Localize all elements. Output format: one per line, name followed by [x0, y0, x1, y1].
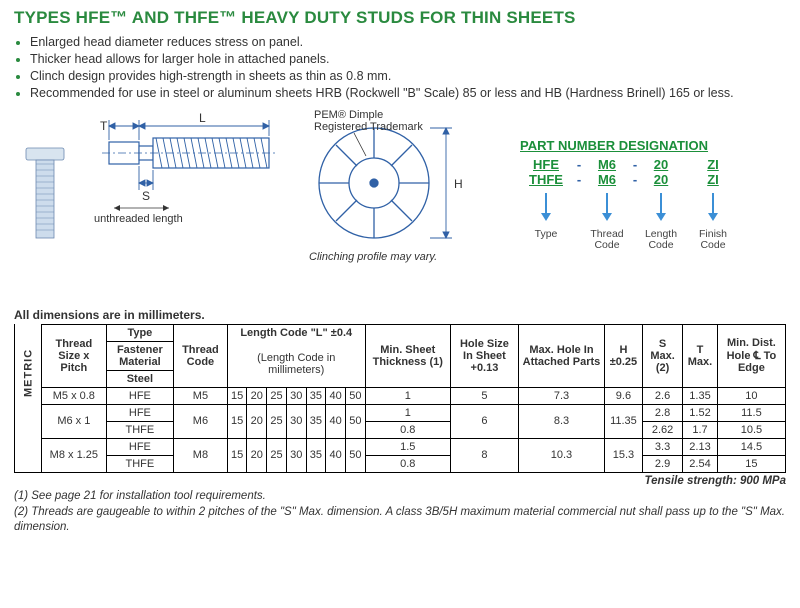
svg-text:Clinching profile may vary.: Clinching profile may vary. [309, 251, 437, 263]
table-row: M5 x 0.8HFEM5 15202530354050 157.39.62.6… [15, 387, 786, 404]
svg-text:T: T [100, 119, 108, 133]
svg-text:S: S [142, 189, 150, 203]
bullet: Thicker head allows for larger hole in a… [30, 51, 786, 68]
pnd-row-2: THFE- M6- 20 ZI [520, 172, 786, 187]
table-row: THFE 0.82.621.710.5 [15, 421, 786, 438]
spec-table: METRIC Thread Size x Pitch Type Thread C… [14, 324, 786, 473]
svg-text:Registered Trademark: Registered Trademark [314, 121, 423, 133]
technical-diagram: T L S unthreaded length [14, 108, 504, 298]
table-row: M8 x 1.25HFEM8 15202530354050 1.5810.315… [15, 438, 786, 455]
svg-text:PEM® Dimple: PEM® Dimple [314, 109, 383, 121]
pnd-row-1: HFE- M6- 20 ZI [520, 157, 786, 172]
svg-text:L: L [199, 111, 206, 125]
metric-label: METRIC [15, 324, 42, 421]
footnote-1: (1) See page 21 for installation tool re… [14, 489, 786, 504]
svg-text:H: H [454, 177, 463, 191]
bullet: Enlarged head diameter reduces stress on… [30, 34, 786, 51]
bullet: Recommended for use in steel or aluminum… [30, 85, 786, 102]
tensile-strength: Tensile strength: 900 MPa [14, 475, 786, 487]
svg-text:unthreaded length: unthreaded length [94, 213, 183, 225]
part-number-designation: PART NUMBER DESIGNATION HFE- M6- 20 ZI T… [520, 108, 786, 252]
arrow-down-icon [708, 193, 718, 221]
bullet: Clinch design provides high-strength in … [30, 68, 786, 85]
page-title: TYPES HFE™ AND THFE™ HEAVY DUTY STUDS FO… [14, 8, 786, 28]
footnote-2: (2) Threads are gaugeable to within 2 pi… [14, 505, 786, 535]
arrow-down-icon [602, 193, 612, 221]
arrow-down-icon [656, 193, 666, 221]
table-row: THFE 0.82.92.5415 [15, 455, 786, 472]
feature-bullets: Enlarged head diameter reduces stress on… [14, 34, 786, 102]
pnd-title: PART NUMBER DESIGNATION [520, 138, 786, 153]
arrow-down-icon [541, 193, 551, 221]
table-row: M6 x 1HFEM6 15202530354050 168.311.352.8… [15, 404, 786, 421]
dimensions-caption: All dimensions are in millimeters. [14, 308, 786, 322]
